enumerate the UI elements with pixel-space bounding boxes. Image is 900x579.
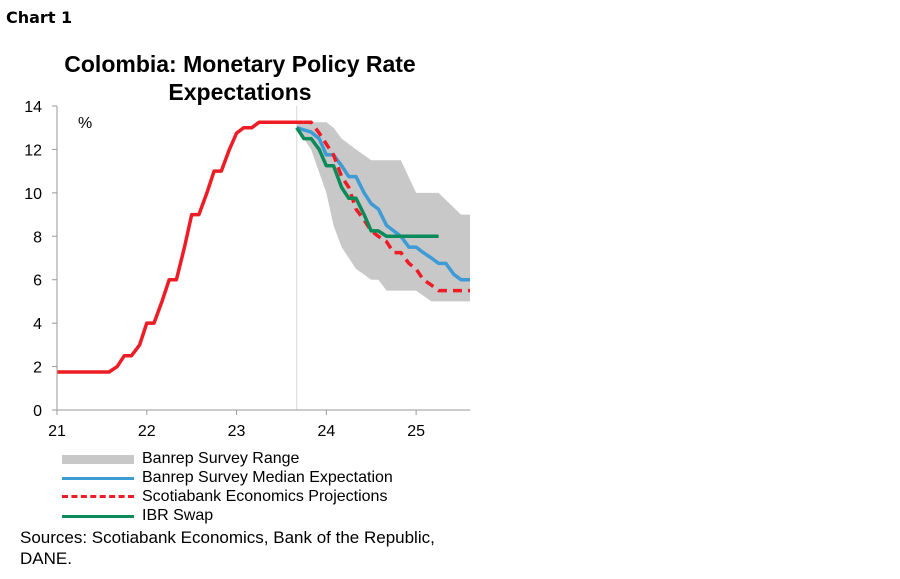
legend-swatch-ibr-swap xyxy=(62,508,134,524)
x-tick-label: 21 xyxy=(48,423,66,440)
x-tick-label: 22 xyxy=(138,423,156,440)
sources-note: Sources: Scotiabank Economics, Bank of t… xyxy=(20,528,435,568)
legend-label: Banrep Survey Median Expectation xyxy=(142,468,393,486)
legend-item-survey-range: Banrep Survey Range xyxy=(62,449,393,468)
y-axis-label: % xyxy=(78,115,92,132)
y-tick-label: 10 xyxy=(24,186,42,203)
legend: Banrep Survey Range Banrep Survey Median… xyxy=(62,449,393,525)
chart-title: Colombia: Monetary Policy Rate Expectati… xyxy=(30,50,450,106)
x-tick-label: 25 xyxy=(407,423,425,440)
legend-label: Banrep Survey Range xyxy=(142,449,300,467)
y-tick-label: 6 xyxy=(33,273,42,290)
legend-swatch-survey-range xyxy=(62,451,134,467)
legend-item-scotiabank-projections: Scotiabank Economics Projections xyxy=(62,487,393,506)
legend-swatch-scotiabank-projections xyxy=(62,489,134,505)
chart-title-line-2: Expectations xyxy=(168,79,312,105)
legend-label: Scotiabank Economics Projections xyxy=(142,487,388,505)
series-survey-median-line xyxy=(296,126,470,282)
legend-item-ibr-swap: IBR Swap xyxy=(62,506,393,525)
chart-label: Chart 1 xyxy=(6,8,73,27)
y-tick-label: 4 xyxy=(33,316,42,333)
legend-label: IBR Swap xyxy=(142,506,214,524)
chart-title-line-1: Colombia: Monetary Policy Rate xyxy=(64,51,416,77)
x-tick-label: 24 xyxy=(317,423,335,440)
y-tick-label: 8 xyxy=(33,229,42,246)
series-scotiabank-projections-line xyxy=(303,120,470,293)
survey-range-band xyxy=(296,106,470,410)
y-tick-label: 0 xyxy=(33,403,42,420)
series-policy-rate-history-line xyxy=(57,120,304,374)
legend-item-survey-median: Banrep Survey Median Expectation xyxy=(62,468,393,487)
x-tick-label: 23 xyxy=(228,423,246,440)
legend-swatch-survey-median xyxy=(62,470,134,486)
series-ibr-swap-line xyxy=(295,126,439,239)
y-tick-label: 2 xyxy=(33,360,42,377)
y-tick-label: 12 xyxy=(24,142,42,159)
y-tick-label: 14 xyxy=(24,99,42,116)
series-lines xyxy=(57,120,470,374)
